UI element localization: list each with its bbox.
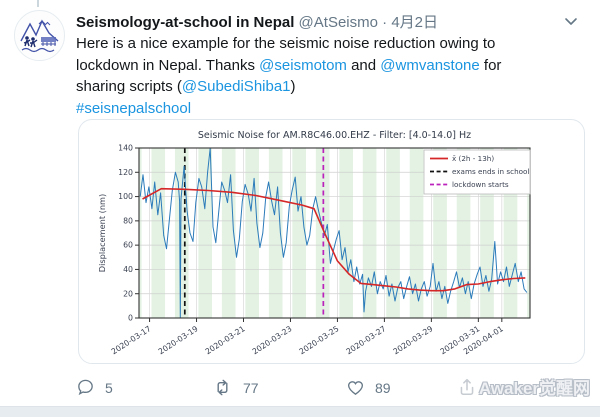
legend-label: exams ends in school <box>452 167 529 176</box>
like-button[interactable]: 89 <box>346 378 391 397</box>
day-band <box>139 148 142 318</box>
day-band <box>386 148 400 318</box>
day-band <box>198 148 213 318</box>
x-tick-label: 2020-03-27 <box>345 324 388 356</box>
mention-link[interactable]: @seismotom <box>259 56 347 74</box>
hashtag-link[interactable]: #seisnepalschool <box>76 99 192 117</box>
day-band <box>268 148 283 318</box>
legend-label: lockdown starts <box>452 180 509 189</box>
like-count: 89 <box>375 379 391 396</box>
reply-count: 5 <box>105 379 113 396</box>
day-band <box>362 148 377 318</box>
avatar[interactable] <box>14 10 65 61</box>
tweet-text: Here is a nice example for the seismic n… <box>76 33 582 119</box>
y-tick-label: 100 <box>118 192 133 201</box>
day-band <box>174 148 189 318</box>
x-tick-label: 2020-03-29 <box>392 324 435 356</box>
day-band <box>292 148 306 318</box>
day-band <box>339 148 353 318</box>
y-tick-label: 80 <box>123 216 133 225</box>
y-tick-label: 120 <box>118 168 133 177</box>
plot-frame <box>138 147 531 319</box>
author-handle[interactable]: @AtSeismo <box>298 14 378 31</box>
heart-icon <box>347 381 364 395</box>
timeline-divider <box>0 406 600 417</box>
mention-link[interactable]: @SubediShiba1 <box>181 78 291 95</box>
reply-icon <box>78 379 93 396</box>
day-band <box>527 148 530 318</box>
tweet-date[interactable]: 4月2日 <box>391 14 438 31</box>
mountain-sketch-logo-icon <box>15 11 64 60</box>
retweet-icon <box>217 379 228 396</box>
tweet-text-segment: ) <box>290 78 296 95</box>
watermark: Awaker觉醒网 <box>457 374 590 399</box>
retweet-button[interactable]: 77 <box>212 378 259 397</box>
x-tick-label: 2020-03-19 <box>157 324 200 356</box>
tweet-text-segment: sharing scripts ( <box>76 78 182 95</box>
tweet-text-segment: lockdown in Nepal. Thanks <box>76 56 260 74</box>
chart-media-card[interactable]: 0 20 40 60 80 100 120 140 2020-03-17 2020-03-19 20… <box>78 119 585 364</box>
noise-series-path <box>139 147 528 319</box>
header-separator: · <box>382 14 388 31</box>
watermark-text: Awaker觉醒网 <box>478 379 590 398</box>
day-band <box>221 148 236 318</box>
tweet-header: Seismology-at-school in Nepal @AtSeismo … <box>76 11 556 32</box>
day-band <box>151 148 166 318</box>
mention-link[interactable]: @wmvanstone <box>380 56 480 74</box>
y-tick-label: 20 <box>123 289 133 298</box>
retweet-count: 77 <box>243 379 259 396</box>
y-axis-label: Displacement (nm) <box>97 194 107 272</box>
x-tick-label: 2020-03-25 <box>298 324 341 356</box>
y-tick-label: 40 <box>123 265 133 274</box>
chart-legend <box>423 149 531 195</box>
author-name[interactable]: Seismology-at-school in Nepal <box>76 14 295 31</box>
x-tick-label: 2020-03-17 <box>110 324 153 356</box>
thread-connector-line <box>37 0 39 7</box>
x-tick-label: 2020-03-21 <box>204 324 247 356</box>
y-tick-label: 0 <box>128 314 133 323</box>
y-tick-label: 140 <box>118 144 133 153</box>
tweet-action-bar: 5 77 89 <box>60 376 590 400</box>
day-band <box>245 148 260 318</box>
day-band <box>409 148 424 318</box>
chevron-down-icon[interactable] <box>560 10 582 32</box>
chart-title: Seismic Noise for AM.R8C46.00.EHZ - Filt… <box>198 130 471 141</box>
tweet-text-segment: for <box>479 56 502 74</box>
tweet-text-segment: and <box>346 56 381 74</box>
legend-label: x̄ (2h - 13h) <box>452 154 494 163</box>
share-icon[interactable] <box>457 377 477 397</box>
mean-series-path <box>142 187 526 292</box>
reply-button[interactable]: 5 <box>76 378 113 397</box>
x-tick-label: 2020-03-23 <box>251 324 294 356</box>
y-tick-label: 60 <box>123 241 133 250</box>
tweet-text-segment: Here is a nice example for the seismic n… <box>76 35 496 52</box>
